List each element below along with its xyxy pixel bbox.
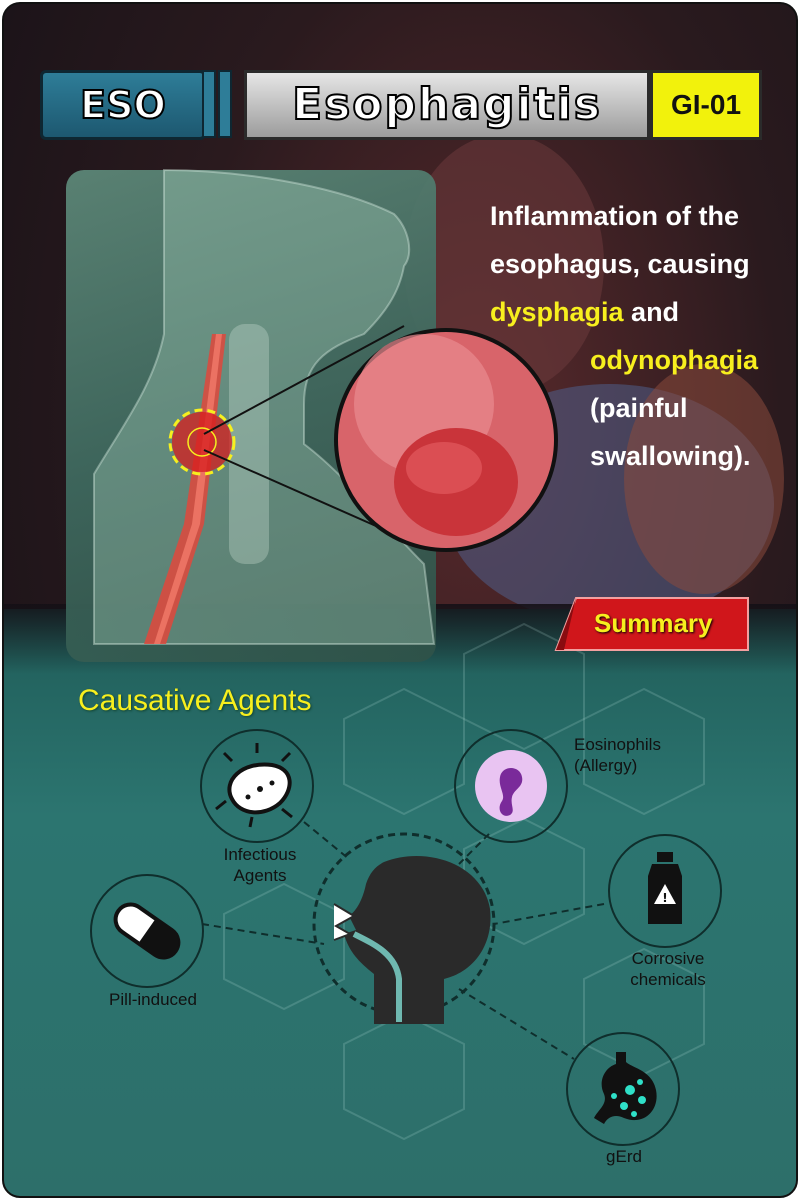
agent-label-line: Eosinophils (574, 735, 661, 754)
pill-icon (113, 902, 181, 960)
connector-line (458, 988, 575, 1060)
summary-ribbon-shape (554, 597, 749, 651)
virus-icon (215, 743, 293, 828)
agent-label-line: gErd (606, 1147, 642, 1166)
agent-label-line: Infectious (223, 845, 297, 864)
stomach-icon (594, 1052, 657, 1124)
disease-description: Inflammation of the esophagus, causing d… (490, 192, 780, 480)
header-divider-bar (202, 70, 216, 138)
term-odynophagia: odynophagia (590, 345, 758, 375)
agent-label-line: Pill-induced (109, 990, 197, 1009)
agent-label-eosinophils: Eosinophils (Allergy) (574, 734, 661, 776)
background-colon-shape (624, 364, 784, 594)
category-abbreviation: ESO (79, 82, 167, 128)
connector-line (303, 821, 350, 860)
chemical-bottle-icon: ! (648, 852, 682, 924)
description-connector: and (623, 297, 680, 327)
description-line: dysphagia and (490, 288, 780, 336)
head-silhouette (344, 855, 491, 1024)
agent-label-gerd: gErd (584, 1146, 664, 1167)
agent-label-pill: Pill-induced (88, 989, 218, 1010)
connector-line (493, 903, 605, 925)
connector-line (201, 923, 325, 945)
summary-banner[interactable]: Summary (554, 596, 750, 652)
central-dashed-ring (312, 832, 496, 1016)
description-line: esophagus, causing (490, 249, 750, 279)
agent-label-line: chemicals (630, 970, 706, 989)
summary-label: Summary (594, 608, 713, 638)
agent-label-line: (Allergy) (574, 756, 638, 775)
section-heading: Causative Agents (78, 684, 312, 717)
esophagus-illustration (93, 168, 558, 645)
gerd-circle (566, 1032, 680, 1146)
eosinophils-circle (454, 729, 568, 843)
card-code-badge: GI-01 (650, 70, 762, 140)
agents-diagram (201, 821, 605, 1060)
agent-label-line: Agents (233, 866, 287, 885)
header-divider-bar (218, 70, 232, 138)
corrosive-chemicals-circle: ! (608, 834, 722, 948)
eosinophil-icon (475, 750, 547, 822)
term-dysphagia: dysphagia (490, 297, 624, 327)
disease-title-box: Esophagitis (244, 70, 650, 140)
disease-title: Esophagitis (291, 78, 602, 131)
agent-label-corrosive: Corrosive chemicals (608, 948, 728, 990)
infectious-agents-circle (200, 729, 314, 843)
svg-text:!: ! (662, 891, 667, 905)
description-line: (painful (590, 393, 688, 423)
description-line: swallowing). (590, 441, 751, 471)
description-line: Inflammation of the (490, 201, 739, 231)
category-badge: ESO (40, 70, 206, 140)
agent-label-line: Corrosive (631, 949, 705, 968)
card-code: GI-01 (670, 89, 742, 120)
pill-induced-circle (90, 874, 204, 988)
agent-label-infectious: Infectious Agents (200, 844, 320, 886)
